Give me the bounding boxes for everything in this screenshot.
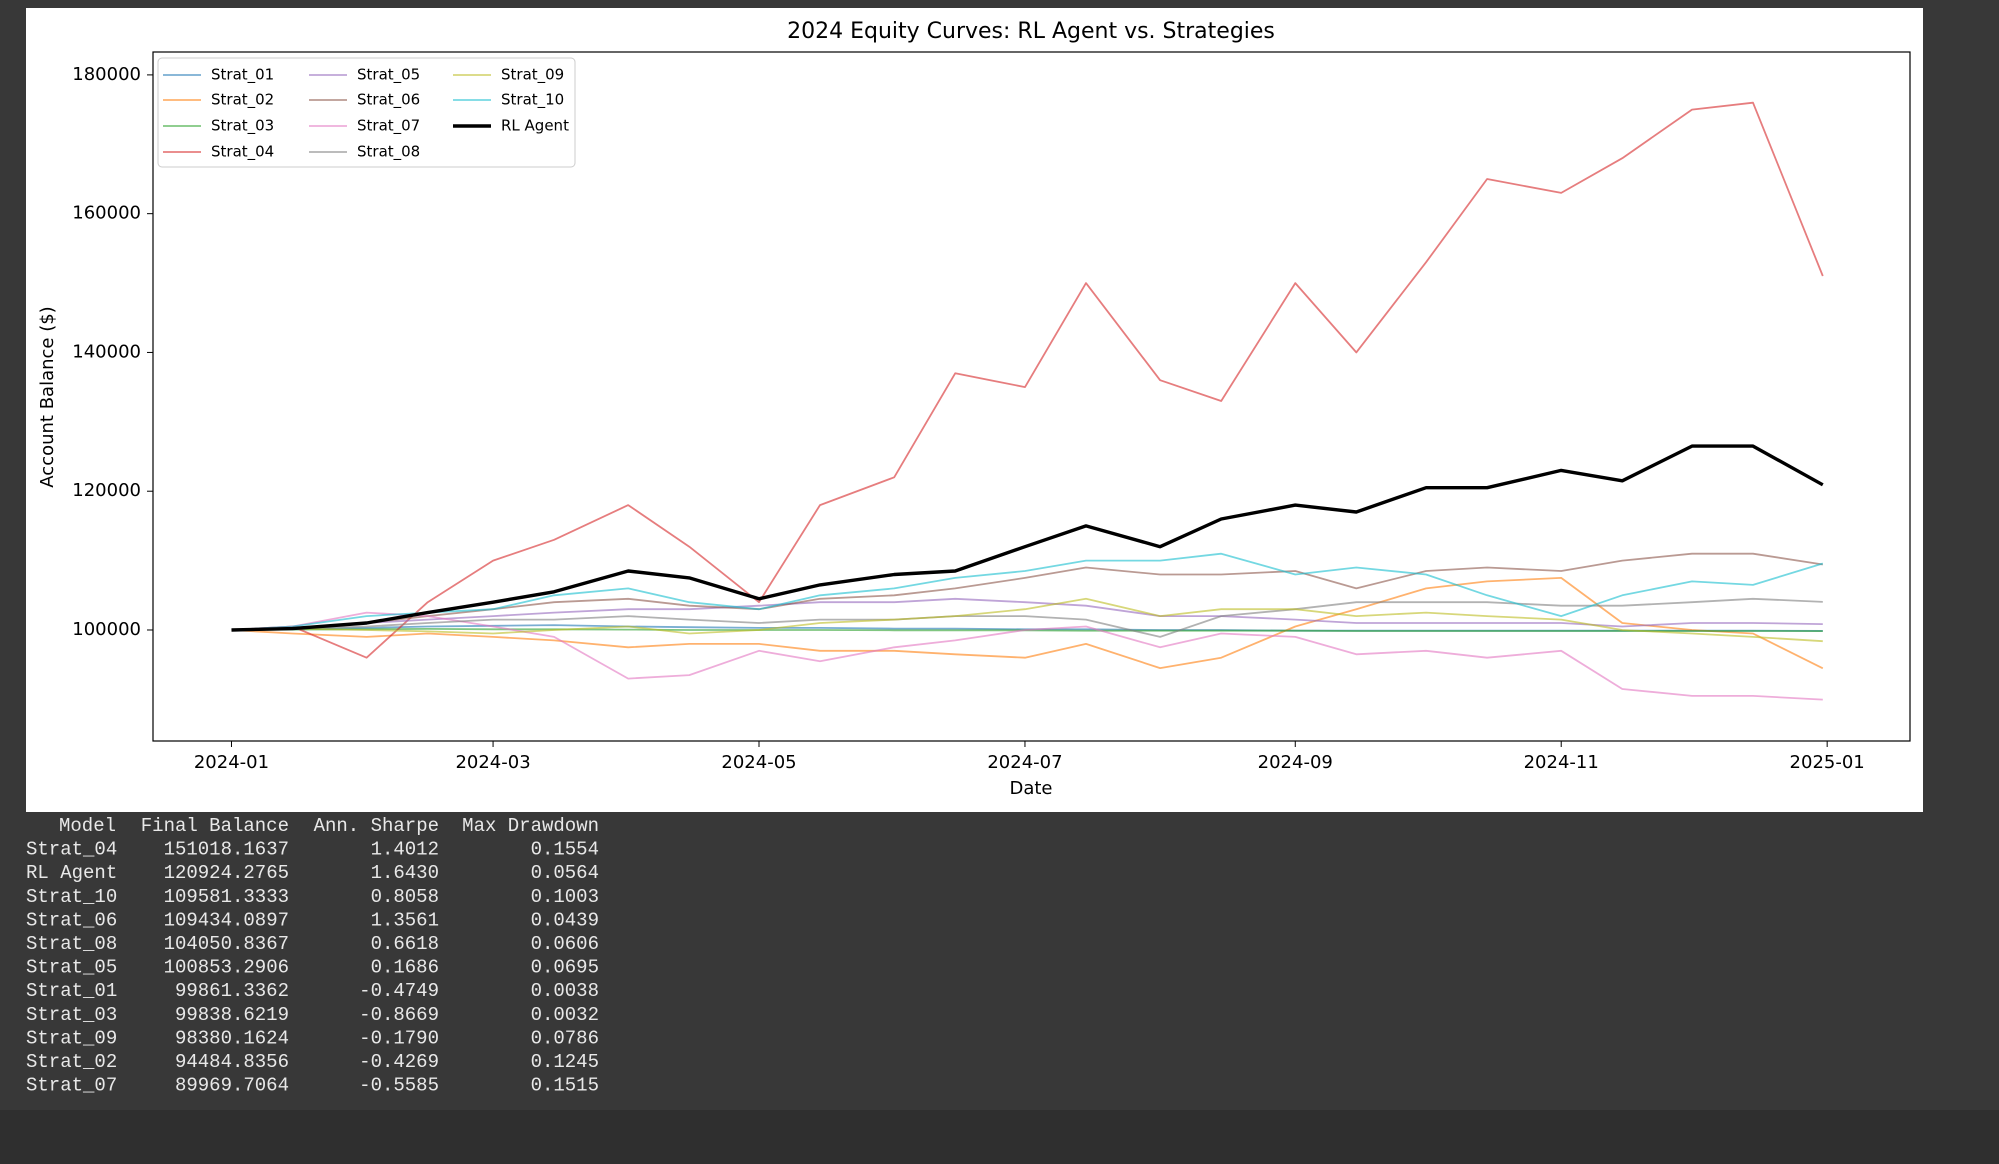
series-line (231, 597, 1823, 631)
table-cell: 0.6618 (371, 933, 439, 955)
legend-label: Strat_07 (357, 117, 420, 136)
table-cell: 0.0606 (531, 933, 599, 955)
table-cell: 0.1245 (531, 1051, 599, 1073)
table-cell: 0.1554 (531, 839, 599, 861)
legend-label: Strat_10 (501, 91, 564, 110)
table-cell: Strat_04 (26, 839, 117, 861)
series-line (231, 444, 1824, 632)
table-cell: Strat_07 (26, 1075, 117, 1097)
table-cell: 0.1003 (531, 886, 599, 908)
table-cell: 100853.2906 (164, 957, 289, 979)
legend-label: Strat_08 (357, 143, 420, 162)
table-cell: -0.4749 (359, 980, 439, 1002)
x-axis-label: Date (1009, 778, 1052, 799)
table-cell: 94484.8356 (175, 1051, 289, 1073)
table-cell: -0.5585 (359, 1075, 439, 1097)
table-cell: 0.0564 (531, 862, 599, 884)
x-tick-label: 2024-09 (1258, 752, 1333, 773)
y-tick-label: 180000 (72, 64, 141, 85)
table-cell: Strat_01 (26, 980, 117, 1002)
table-cell: 0.0032 (531, 1004, 599, 1026)
legend-label: Strat_05 (357, 66, 420, 85)
legend-label: RL Agent (501, 117, 569, 135)
table-cell: 99861.3362 (175, 980, 289, 1002)
table-cell: -0.4269 (359, 1051, 439, 1073)
table-cell: 1.4012 (371, 839, 439, 861)
table-cell: Strat_09 (26, 1027, 117, 1049)
table-cell: 109581.3333 (164, 886, 289, 908)
series-line (231, 101, 1824, 659)
y-tick-label: 120000 (72, 480, 141, 501)
legend-label: Strat_06 (357, 91, 420, 110)
legend-label: Strat_04 (211, 143, 274, 162)
table-cell: 1.6430 (371, 862, 439, 884)
x-tick-label: 2024-03 (455, 752, 530, 773)
legend-label: Strat_03 (211, 117, 274, 136)
table-cell: Strat_03 (26, 1004, 117, 1026)
table-cell: 109434.0897 (164, 909, 289, 931)
legend-label: Strat_09 (501, 66, 564, 85)
table-cell: -0.1790 (359, 1027, 439, 1049)
table-header: Final Balance (141, 815, 289, 837)
table-cell: Strat_02 (26, 1051, 117, 1073)
legend-box (157, 57, 576, 168)
legend-label: Strat_01 (211, 66, 274, 85)
table-header: Ann. Sharpe (314, 815, 439, 837)
table-cell: Strat_06 (26, 909, 117, 931)
table-cell: 98380.1624 (175, 1027, 289, 1049)
series-line (231, 597, 1823, 643)
table-cell: 89969.7064 (175, 1075, 289, 1097)
y-tick-label: 160000 (72, 203, 141, 224)
x-tick-label: 2024-01 (194, 752, 269, 773)
table-cell: 120924.2765 (164, 862, 289, 884)
table-cell: 0.1515 (531, 1075, 599, 1097)
table-cell: 0.0038 (531, 980, 599, 1002)
bottom-bar (0, 1110, 1999, 1164)
y-axis-label: Account Balance ($) (37, 306, 58, 487)
x-tick-label: 2024-07 (987, 752, 1062, 773)
table-cell: 0.1686 (371, 957, 439, 979)
x-tick-label: 2024-05 (721, 752, 796, 773)
legend-label: Strat_02 (211, 91, 274, 110)
table-cell: 104050.8367 (164, 933, 289, 955)
y-tick-label: 140000 (72, 341, 141, 362)
table-header: Max Drawdown (462, 815, 599, 837)
table-cell: 1.3561 (371, 909, 439, 931)
series-line (231, 611, 1823, 701)
table-cell: RL Agent (26, 862, 117, 884)
table-cell: -0.8669 (359, 1004, 439, 1026)
table-cell: 151018.1637 (164, 839, 289, 861)
table-cell: 0.0695 (531, 957, 599, 979)
series-line (231, 597, 1823, 638)
plot-frame (152, 51, 1911, 742)
table-cell: Strat_08 (26, 933, 117, 955)
series-line (231, 577, 1824, 670)
x-tick-label: 2025-01 (1790, 752, 1865, 773)
table-cell: 99838.6219 (175, 1004, 289, 1026)
y-tick-label: 100000 (72, 619, 141, 640)
table-header: Model (59, 815, 116, 837)
table-cell: Strat_05 (26, 957, 117, 979)
table-cell: 0.0786 (531, 1027, 599, 1049)
series-line (231, 552, 1824, 631)
chart-title: 2024 Equity Curves: RL Agent vs. Strateg… (787, 19, 1275, 44)
x-tick-label: 2024-11 (1524, 752, 1599, 773)
table-cell: 0.8058 (371, 886, 439, 908)
table-cell: Strat_10 (26, 886, 117, 908)
table-cell: 0.0439 (531, 909, 599, 931)
